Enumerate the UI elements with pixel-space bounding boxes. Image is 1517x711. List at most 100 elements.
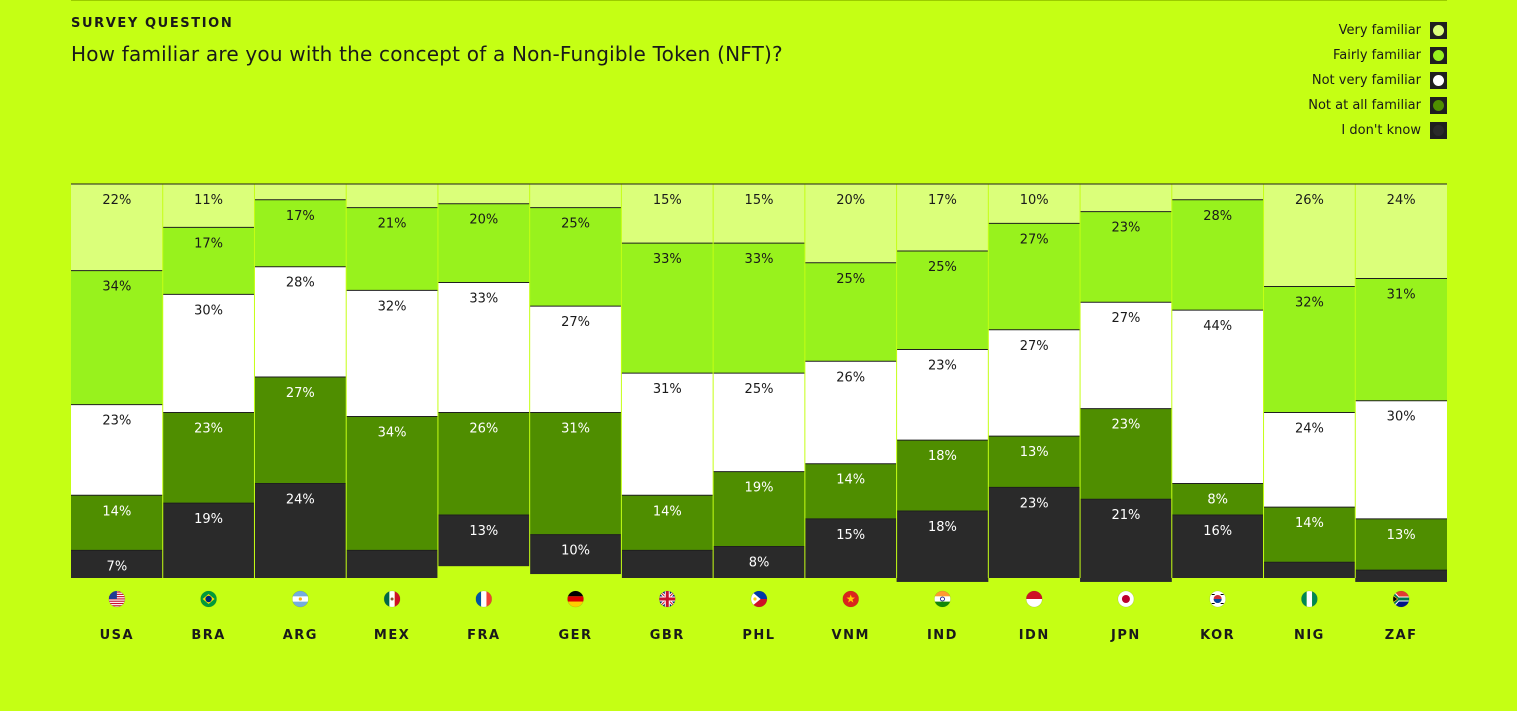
- bar-segment: [1171, 184, 1264, 200]
- bar-segment: [254, 199, 347, 267]
- data-label: 34%: [102, 280, 131, 295]
- country-label: ARG: [283, 628, 318, 643]
- data-label: 25%: [836, 272, 865, 287]
- ng-flag-icon: [1301, 591, 1318, 607]
- bar-segment: [1355, 184, 1447, 279]
- bar-group-phl: 15% 33% 25% 19% 8%: [713, 183, 805, 578]
- data-label: 25%: [928, 260, 957, 275]
- data-label: 28%: [286, 276, 315, 291]
- data-label: 28%: [1203, 209, 1232, 224]
- bar-segment: [988, 329, 1081, 437]
- data-label: 20%: [836, 193, 865, 208]
- data-label: 13%: [1020, 445, 1049, 460]
- flag-border: [1209, 590, 1226, 608]
- data-label: 34%: [378, 425, 407, 440]
- data-label: 8%: [749, 555, 770, 570]
- flag-border: [750, 590, 768, 608]
- bar-group-fra: 20% 33% 26% 13%: [437, 183, 530, 567]
- bar-segment: [1080, 302, 1172, 409]
- country-label: IND: [927, 628, 958, 643]
- legend-swatch: [1430, 47, 1447, 64]
- bar-segment: [988, 223, 1081, 330]
- bar-segment: [346, 207, 438, 291]
- data-label: 23%: [1111, 221, 1140, 236]
- data-label: 25%: [561, 217, 590, 232]
- data-label: 26%: [469, 422, 498, 437]
- data-label: 24%: [1387, 193, 1416, 208]
- legend-label: Not at all familiar: [1308, 98, 1421, 113]
- bar-segment: [1171, 514, 1264, 578]
- bar-segment: [71, 404, 163, 496]
- flag-border: [1392, 590, 1410, 608]
- survey-kicker: SURVEY QUESTION: [71, 16, 234, 31]
- flag-border: [658, 590, 676, 608]
- country-label: ZAF: [1385, 628, 1418, 643]
- country-label: MEX: [374, 628, 410, 643]
- bar-group-nig: 26% 32% 24% 14%: [1263, 183, 1356, 578]
- id-flag-icon: [1026, 591, 1043, 607]
- bar-group-idn: 10% 27% 27% 13% 23%: [988, 183, 1081, 578]
- legend-item-very-familiar: Very familiar: [1187, 18, 1447, 43]
- country-label: BRA: [191, 628, 225, 643]
- chart-title: How familiar are you with the concept of…: [71, 42, 783, 66]
- bar-segment: [162, 503, 255, 578]
- bar-group-ind: 17% 25% 23% 18% 18%: [896, 183, 989, 582]
- data-label: 13%: [469, 524, 498, 539]
- flag-border: [383, 590, 401, 608]
- data-label: 27%: [1020, 339, 1049, 354]
- data-label: 27%: [1111, 311, 1140, 326]
- bar-segment: [437, 412, 530, 515]
- country-label: VNM: [832, 628, 870, 643]
- data-label: 13%: [1387, 528, 1416, 543]
- bar-segment: [346, 184, 438, 208]
- bar-segment: [804, 361, 897, 464]
- data-label: 30%: [1387, 410, 1416, 425]
- bar-segment: [1171, 483, 1264, 515]
- bar-segment: [1080, 408, 1172, 500]
- bar-segment: [1171, 310, 1264, 484]
- bar-segment: [1263, 412, 1356, 508]
- data-label: 18%: [928, 449, 957, 464]
- data-label: 24%: [286, 492, 315, 507]
- bar-segment: [804, 518, 897, 578]
- bar-segment: [896, 349, 989, 441]
- legend-swatch: [1430, 22, 1447, 39]
- data-label: 8%: [1207, 492, 1228, 507]
- bar-group-kor: 28% 44% 8% 16%: [1171, 183, 1264, 578]
- data-label: 10%: [1020, 193, 1049, 208]
- bar-segment: [529, 207, 622, 307]
- data-label: 21%: [1111, 508, 1140, 523]
- country-label: IDN: [1019, 628, 1050, 643]
- bar-segment: [529, 184, 622, 208]
- bar-segment: [621, 243, 714, 374]
- flag-border: [934, 590, 951, 608]
- data-label: 26%: [836, 370, 865, 385]
- data-label: 23%: [102, 414, 131, 429]
- bar-segment: [1355, 518, 1447, 571]
- bar-segment: [896, 511, 989, 582]
- flag-border: [292, 590, 309, 608]
- data-label: 15%: [745, 193, 774, 208]
- mx-flag-icon: [384, 591, 401, 607]
- data-label: 24%: [1295, 422, 1324, 437]
- ph-flag-icon: [751, 591, 767, 607]
- legend-dot-icon: [1433, 25, 1444, 36]
- bar-segment: [346, 290, 438, 417]
- kr-flag-icon: [1209, 591, 1226, 607]
- legend-label: Very familiar: [1338, 23, 1421, 38]
- bar-group-arg: 17% 28% 27% 24%: [254, 183, 347, 578]
- data-label: 16%: [1203, 524, 1232, 539]
- data-label: 23%: [1111, 418, 1140, 433]
- flag-border: [475, 590, 493, 608]
- bar-group-zaf: 24% 31% 30% 13%: [1355, 183, 1447, 582]
- data-label: 31%: [1387, 288, 1416, 303]
- data-label: 14%: [102, 504, 131, 519]
- bar-segment: [713, 184, 805, 244]
- bar-segment: [529, 412, 622, 535]
- bar-segment: [713, 471, 805, 547]
- data-label: 19%: [745, 481, 774, 496]
- legend-item-not-at-all-familiar: Not at all familiar: [1187, 93, 1447, 118]
- data-label: 33%: [653, 252, 682, 267]
- bar-segment: [254, 483, 347, 578]
